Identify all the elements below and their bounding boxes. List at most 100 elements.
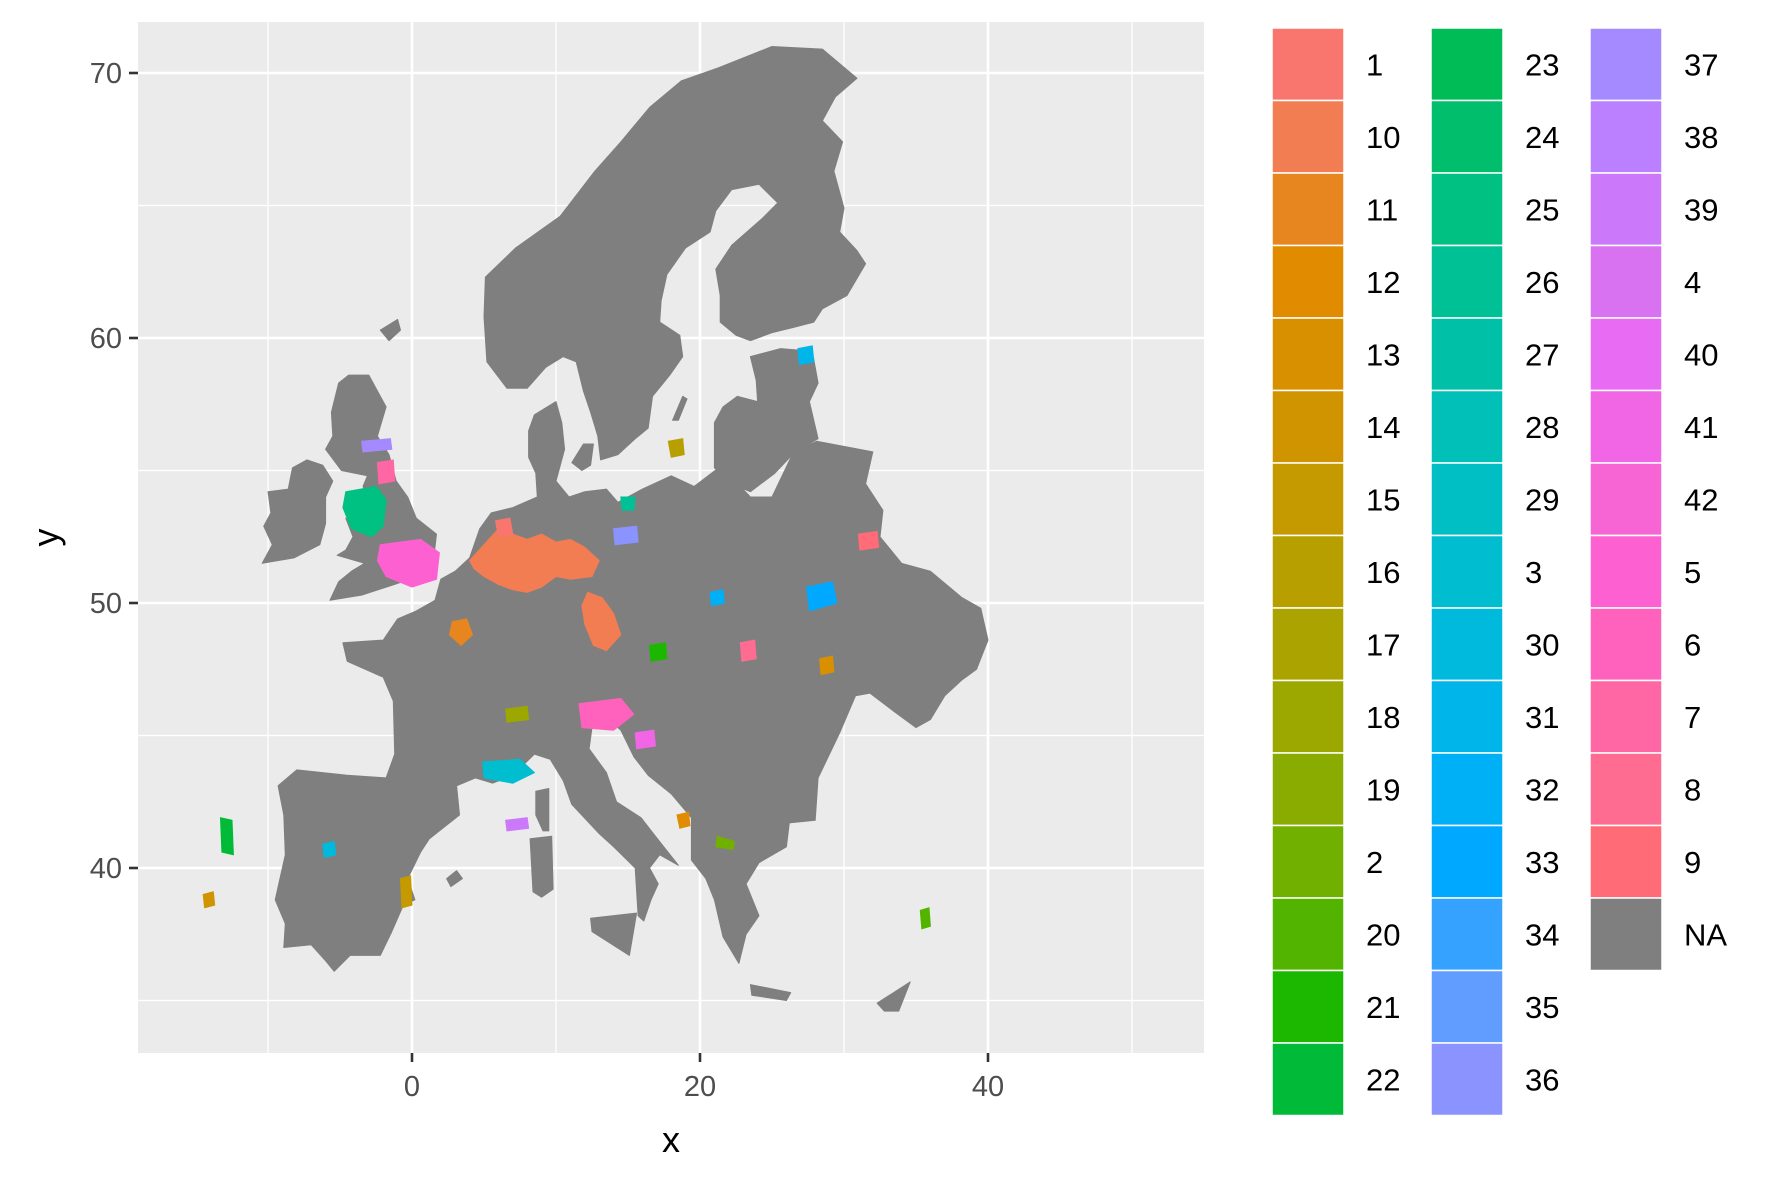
region-36 xyxy=(613,525,639,546)
legend-key-1 xyxy=(1271,27,1345,102)
legend-key-8 xyxy=(1589,752,1663,827)
legend-label: 42 xyxy=(1684,482,1718,517)
legend-key-16 xyxy=(1271,534,1345,609)
legend-key-23 xyxy=(1430,27,1504,102)
legend-key-35 xyxy=(1430,969,1504,1044)
legend-label: 25 xyxy=(1525,192,1559,227)
region-31 xyxy=(797,345,815,366)
legend-label: 31 xyxy=(1525,700,1559,735)
legend-label: 5 xyxy=(1684,555,1701,590)
legend-key-20 xyxy=(1271,897,1345,972)
legend-key-27 xyxy=(1430,317,1504,392)
legend-key-6 xyxy=(1589,607,1663,682)
legend-key-2 xyxy=(1271,824,1345,899)
land-scandinavia xyxy=(483,46,867,461)
y-tick-label: 60 xyxy=(90,323,122,355)
region-13 xyxy=(818,655,835,676)
land-iceland-islets xyxy=(379,318,401,342)
legend-label: 6 xyxy=(1684,627,1701,662)
region-37 xyxy=(361,438,393,453)
legend-key-34 xyxy=(1430,897,1504,972)
legend-key-21 xyxy=(1271,969,1345,1044)
legend-key-31 xyxy=(1430,679,1504,754)
region-33 xyxy=(806,581,838,612)
legend-label: 24 xyxy=(1525,120,1559,155)
legend-key-4 xyxy=(1589,244,1663,319)
legend-key-29 xyxy=(1430,462,1504,537)
legend-label: 20 xyxy=(1366,917,1400,952)
legend-label: 37 xyxy=(1684,47,1718,82)
legend-label: 18 xyxy=(1366,700,1400,735)
region-15 xyxy=(399,875,413,909)
region-8 xyxy=(739,639,757,662)
legend-label: 17 xyxy=(1366,627,1400,662)
land-zealand xyxy=(571,443,594,471)
region-6 xyxy=(578,697,635,731)
region-12 xyxy=(676,811,691,829)
legend-key-37 xyxy=(1589,27,1663,102)
legend-key-15 xyxy=(1271,462,1345,537)
x-axis-title: x xyxy=(662,1119,680,1160)
land-mallorca xyxy=(446,870,463,888)
legend-label: 2 xyxy=(1366,845,1383,880)
region-layer xyxy=(202,345,931,930)
region-22 xyxy=(219,817,234,856)
legend-label: 4 xyxy=(1684,265,1701,300)
legend-label: 29 xyxy=(1525,482,1559,517)
legend-label: 19 xyxy=(1366,772,1400,807)
region-11 xyxy=(448,618,474,647)
legend-label: 30 xyxy=(1525,627,1559,662)
region-21 xyxy=(649,642,668,662)
legend-key-7 xyxy=(1589,679,1663,754)
legend-key-14 xyxy=(1271,389,1345,464)
legend-label: 10 xyxy=(1366,120,1400,155)
legend: 1 10 11 12 13 14 15 16 17 18 19 2 20 21 22 23 24 25 26 27 28… xyxy=(1271,27,1727,1117)
legend-key-42 xyxy=(1589,462,1663,537)
legend-key-3 xyxy=(1430,534,1504,609)
region-2 xyxy=(715,835,736,850)
legend-key-NA xyxy=(1589,897,1663,972)
legend-label: 32 xyxy=(1525,772,1559,807)
region-9 xyxy=(857,530,880,551)
region-41 xyxy=(634,729,656,750)
y-tick-label: 70 xyxy=(90,58,122,90)
legend-label: 22 xyxy=(1366,1062,1400,1097)
legend-label: 3 xyxy=(1525,555,1542,590)
land-gotland xyxy=(672,395,688,421)
legend-label: 7 xyxy=(1684,700,1701,735)
legend-key-18 xyxy=(1271,679,1345,754)
legend-key-41 xyxy=(1589,389,1663,464)
legend-key-17 xyxy=(1271,607,1345,682)
legend-label: NA xyxy=(1684,917,1727,952)
legend-label: 26 xyxy=(1525,265,1559,300)
y-axis-title: y xyxy=(25,529,66,547)
land-sicily xyxy=(590,912,638,956)
region-32 xyxy=(709,589,726,607)
legend-label: 11 xyxy=(1366,192,1398,227)
region-10 xyxy=(468,528,600,593)
legend-label: 41 xyxy=(1684,410,1718,445)
y-tick-label: 40 xyxy=(90,853,122,885)
region-16 xyxy=(667,438,685,458)
legend-key-5 xyxy=(1589,534,1663,609)
region-10 xyxy=(581,591,622,652)
land-continent xyxy=(274,401,989,972)
region-39 xyxy=(505,817,530,832)
legend-label: 9 xyxy=(1684,845,1701,880)
legend-label: 13 xyxy=(1366,337,1400,372)
legend-key-13 xyxy=(1271,317,1345,392)
legend-label: 27 xyxy=(1525,337,1559,372)
y-tick-label: 50 xyxy=(90,588,122,620)
legend-label: 12 xyxy=(1366,265,1400,300)
legend-label: 39 xyxy=(1684,192,1718,227)
legend-label: 15 xyxy=(1366,482,1400,517)
legend-key-11 xyxy=(1271,172,1345,247)
land-ireland xyxy=(261,459,334,564)
x-tick-label: 40 xyxy=(972,1071,1004,1103)
legend-label: 14 xyxy=(1366,410,1400,445)
land-cyprus xyxy=(876,981,911,1012)
land-crete xyxy=(749,984,792,1001)
region-20 xyxy=(919,907,931,930)
legend-key-26 xyxy=(1430,244,1504,319)
legend-key-12 xyxy=(1271,244,1345,319)
